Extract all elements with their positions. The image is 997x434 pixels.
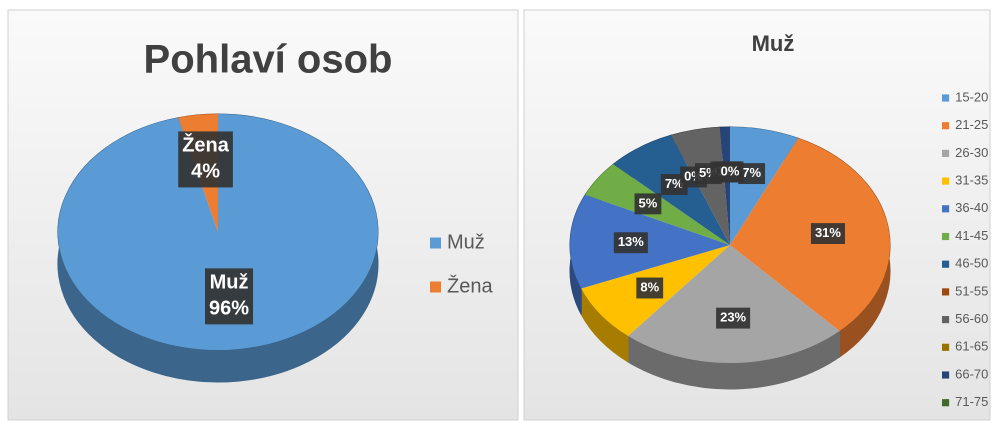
data-label-box: [716, 307, 751, 329]
slice: [730, 138, 890, 332]
legend-swatch: [942, 316, 950, 324]
legend-swatch: [942, 260, 950, 268]
legend-label: 36-40: [955, 200, 988, 215]
data-label-box: [636, 277, 664, 299]
legend-label: 51-55: [955, 283, 988, 298]
data-label-category: Žena: [182, 133, 230, 157]
legend-label: 56-60: [955, 311, 988, 326]
legend-label: 26-30: [955, 145, 988, 160]
data-label-box: [178, 131, 233, 188]
slice: [628, 245, 840, 363]
data-label: 8%: [640, 279, 659, 294]
data-label: 31%: [815, 225, 841, 240]
legend-label: 41-45: [955, 228, 988, 243]
data-label-box: [205, 268, 254, 325]
legend-swatch: [942, 371, 950, 379]
data-label-box: [634, 193, 662, 215]
data-label: 7%: [665, 176, 684, 191]
legend-swatch: [942, 232, 950, 241]
legend-swatch: [942, 205, 950, 213]
chart-title: Muž: [752, 31, 795, 56]
slice: [719, 127, 730, 245]
data-label: 96%: [209, 298, 249, 320]
slice: [57, 114, 378, 350]
chart-title: Pohlaví osob: [144, 38, 393, 82]
data-label: 23%: [720, 310, 746, 325]
data-label: 0%: [721, 163, 740, 178]
data-label-box: [810, 223, 845, 245]
data-label: 7%: [742, 165, 761, 180]
legend-label: 66-70: [955, 366, 988, 381]
legend-label: 21-25: [955, 117, 988, 132]
legend-label: 71-75: [955, 394, 988, 409]
legend-swatch: [942, 149, 950, 157]
slice: [730, 127, 799, 245]
data-label-box: [613, 232, 648, 254]
data-label: 5%: [639, 195, 658, 210]
legend-swatch: [430, 281, 441, 293]
legend-label: 61-65: [955, 339, 988, 354]
legend-label: 31-35: [955, 173, 988, 188]
legend-swatch: [430, 237, 441, 249]
legend-label: 15-20: [955, 89, 988, 104]
legend-swatch: [942, 399, 950, 407]
legend-swatch: [942, 177, 950, 185]
slice: [570, 194, 730, 289]
legend-label: Žena: [447, 274, 493, 297]
data-label: 4%: [191, 161, 220, 183]
legend-swatch: [942, 343, 950, 351]
legend-label: 46-50: [955, 256, 988, 271]
data-label: 13%: [618, 234, 644, 249]
data-label-category: Muž: [210, 272, 249, 294]
legend-label: Muž: [447, 231, 485, 253]
legend-swatch: [942, 122, 950, 130]
legend-swatch: [942, 288, 950, 296]
legend-swatch: [942, 94, 950, 102]
data-label-box: [716, 161, 744, 183]
data-label-box: [738, 163, 766, 185]
